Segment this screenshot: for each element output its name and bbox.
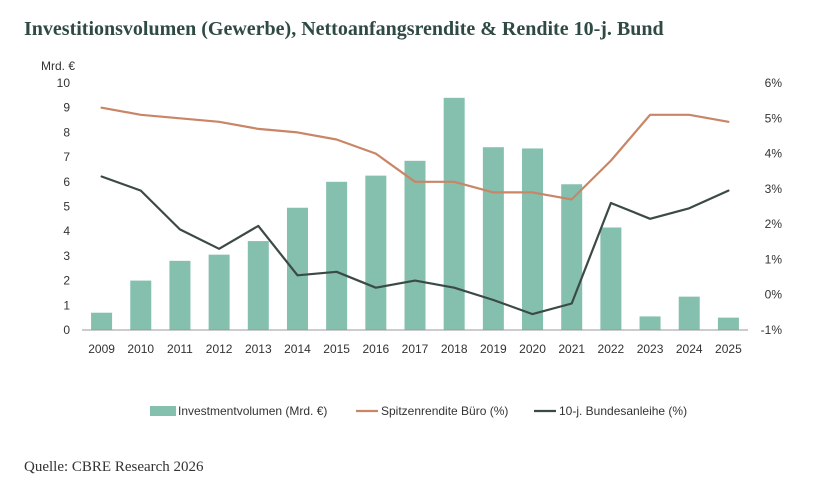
x-tick-label-2010: 2010: [127, 342, 154, 356]
bar-2013: [247, 241, 269, 330]
bar-2016: [365, 175, 387, 330]
x-tick-label-2009: 2009: [88, 342, 115, 356]
right-axis-ticks: -1% 0% 1% 2% 3% 4% 5% 6%: [761, 76, 783, 337]
bar-series: [91, 97, 739, 330]
right-axis-tick-label: 1%: [765, 252, 783, 266]
left-axis-tick-label: 9: [63, 101, 70, 115]
bar-2022: [600, 227, 622, 330]
x-tick-label-2018: 2018: [441, 342, 468, 356]
right-axis-tick-label: 3%: [765, 182, 783, 196]
bar-2011: [169, 260, 191, 330]
bar-2014: [286, 207, 308, 330]
line-series-2: [100, 175, 730, 316]
source-note: Quelle: CBRE Research 2026: [24, 459, 204, 475]
x-tick-label-2019: 2019: [480, 342, 507, 356]
bar-2020: [522, 148, 544, 330]
right-axis-tick-label: 4%: [765, 147, 783, 161]
left-axis-tick-label: 7: [63, 150, 70, 164]
left-axis-tick-label: 1: [63, 298, 70, 312]
right-axis-tick-label: 6%: [765, 76, 783, 90]
x-tick-label-2016: 2016: [362, 342, 389, 356]
legend-label-2: Spitzenrendite Büro (%): [381, 404, 508, 418]
right-axis-tick-label: -1%: [761, 323, 783, 337]
left-axis-ticks: 0 1 2 3 4 5 6 7 8 9 10: [57, 76, 71, 337]
right-axis-tick-label: 2%: [765, 217, 783, 231]
left-axis-unit-label: Mrd. €: [41, 59, 75, 73]
bar-2018: [443, 97, 465, 330]
page-title: Investitionsvolumen (Gewerbe), Nettoanfa…: [24, 18, 664, 40]
x-tick-label-2021: 2021: [558, 342, 585, 356]
bar-2010: [130, 280, 152, 330]
x-tick-label-2017: 2017: [402, 342, 429, 356]
right-axis-tick-label: 0%: [765, 288, 783, 302]
x-tick-label-2020: 2020: [519, 342, 546, 356]
right-axis-tick-label: 5%: [765, 111, 783, 125]
legend-label-3: 10-j. Bundesanleihe (%): [559, 404, 687, 418]
left-axis-tick-label: 8: [63, 125, 70, 139]
x-tick-label-2025: 2025: [715, 342, 742, 356]
x-tick-label-2014: 2014: [284, 342, 311, 356]
bar-2009: [91, 312, 113, 330]
left-axis-tick-label: 2: [63, 274, 70, 288]
left-axis-tick-label: 10: [57, 76, 71, 90]
bar-2023: [639, 316, 661, 330]
x-tick-label-2024: 2024: [676, 342, 703, 356]
x-tick-label-2013: 2013: [245, 342, 272, 356]
x-axis-ticks: 2009 2010 2011 2012 2013 2014 2015 2016 2017 2018…: [88, 342, 742, 356]
left-axis-tick-label: 4: [63, 224, 70, 238]
bar-2017: [404, 160, 426, 330]
bar-2015: [326, 181, 348, 330]
line-series: [100, 106, 730, 316]
x-tick-label-2023: 2023: [637, 342, 664, 356]
left-axis-tick-label: 0: [63, 323, 70, 337]
bar-2021: [561, 184, 583, 330]
left-axis-tick-label: 6: [63, 175, 70, 189]
x-tick-label-2015: 2015: [323, 342, 350, 356]
bar-2024: [678, 296, 700, 330]
legend-label-1: Investmentvolumen (Mrd. €): [178, 404, 327, 418]
left-axis-tick-label: 5: [63, 200, 70, 214]
bar-2012: [208, 254, 230, 330]
line-series-1: [100, 106, 730, 201]
legend-swatch-bar: [150, 406, 176, 416]
x-tick-label-2011: 2011: [167, 342, 193, 356]
left-axis-tick-label: 3: [63, 249, 70, 263]
legend: Investmentvolumen (Mrd. €) Spitzenrendite…: [150, 404, 687, 418]
x-tick-label-2012: 2012: [206, 342, 233, 356]
bar-2025: [717, 317, 739, 330]
x-tick-label-2022: 2022: [598, 342, 625, 356]
